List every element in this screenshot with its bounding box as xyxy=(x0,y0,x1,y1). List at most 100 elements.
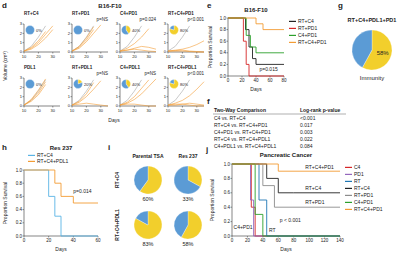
title: B16-F10 xyxy=(244,7,268,13)
growth-lines xyxy=(120,26,156,52)
y-tick-label: 0 xyxy=(164,49,167,54)
pie-slice xyxy=(174,211,188,237)
x-label: Days xyxy=(250,86,262,92)
y-tick xyxy=(167,42,169,43)
small-plot: C4+PD1p=0.024102030012340% xyxy=(116,11,157,59)
y-tick xyxy=(167,87,169,88)
y-tick xyxy=(119,78,121,79)
pie-slice xyxy=(26,80,35,89)
y-axis xyxy=(72,24,73,52)
plot-title: RT+C4 xyxy=(24,11,39,16)
pie-slice xyxy=(170,80,174,85)
pie-label: 40% xyxy=(132,28,140,33)
table-cell: 0.084 xyxy=(300,143,313,149)
plot-title: C4+PDL1 xyxy=(120,65,140,70)
y-axis xyxy=(228,18,229,76)
y-tick xyxy=(119,106,121,107)
growth-line xyxy=(168,51,204,53)
y-tick xyxy=(227,18,229,19)
legend-label: RT+C4+PD1 xyxy=(298,39,327,45)
table-cell: RT+C4 vs. RT+C4+PD1 xyxy=(214,122,268,128)
legend-swatch xyxy=(345,202,352,203)
x-tick-label: 60 xyxy=(95,238,101,243)
x-tick-label: 30 xyxy=(99,54,104,59)
y-tick-label: 3 xyxy=(164,75,167,80)
x-tick-label: 120 xyxy=(321,238,329,243)
curves xyxy=(228,18,284,76)
x-tick-label: 100 xyxy=(305,238,313,243)
legend-swatch xyxy=(345,188,352,189)
x-tick-label: 10 xyxy=(118,108,123,113)
legend-swatch xyxy=(28,161,35,162)
y-tick xyxy=(119,42,121,43)
survival-curve xyxy=(24,170,98,203)
table-header: Two-Way Comparison xyxy=(214,107,266,113)
x-tick-label: 30 xyxy=(51,108,56,113)
x-tick-label: 20 xyxy=(132,54,137,59)
y-tick xyxy=(227,64,229,65)
y-tick xyxy=(23,106,25,107)
y-tick-label: 2 xyxy=(68,85,71,90)
y-tick-label: 0.4 xyxy=(224,205,231,210)
p-value: p<0.001 xyxy=(188,71,205,76)
legend-label: RT+C4 xyxy=(354,185,370,191)
survival-curve xyxy=(24,170,98,236)
y-tick xyxy=(23,196,25,197)
legend-label: RT+C4+PDL1 xyxy=(37,158,69,164)
y-tick xyxy=(71,52,73,53)
pie-label: 83% xyxy=(142,241,153,247)
x-axis xyxy=(24,106,60,107)
y-tick xyxy=(231,164,233,165)
pie-label: 80% xyxy=(180,82,188,87)
y-tick-label: 3 xyxy=(20,75,23,80)
y-tick-label: 2 xyxy=(164,31,167,36)
pie-slice xyxy=(122,80,129,89)
table-cell: <0.001 xyxy=(300,115,316,121)
growth-line xyxy=(72,25,101,51)
table-cell: 0.003 xyxy=(300,129,313,135)
y-tick-label: 3 xyxy=(20,21,23,26)
y-tick-label: 2 xyxy=(68,31,71,36)
x-tick-label: 10 xyxy=(118,54,123,59)
y-tick xyxy=(119,52,121,53)
plot-title: RT+C4+PD1 xyxy=(168,11,194,16)
y-tick-label: 0.2 xyxy=(220,62,227,67)
growth-line xyxy=(24,80,46,105)
survival-curve xyxy=(232,164,340,207)
y-tick xyxy=(227,41,229,42)
growth-line xyxy=(24,79,46,105)
y-tick xyxy=(167,106,169,107)
survival-curve xyxy=(232,164,340,236)
y-tick-label: 0.4 xyxy=(16,207,23,212)
y-axis xyxy=(120,78,121,106)
y-tick xyxy=(23,209,25,210)
panel-letter: g xyxy=(338,1,343,10)
small-plot: RT+PD1p=NS10203001230% xyxy=(68,11,108,59)
column-header: Parental TSA xyxy=(132,153,164,159)
x-tick-label: 20 xyxy=(245,238,251,243)
pie-label: 20% xyxy=(84,82,92,87)
legend-swatch xyxy=(345,209,352,210)
x-tick-label: 30 xyxy=(195,54,200,59)
y-tick-label: 1 xyxy=(68,40,71,45)
y-tick xyxy=(23,222,25,223)
plot-title: RT+PD1 xyxy=(72,11,90,16)
x-tick-label: 10 xyxy=(166,108,171,113)
small-plot: PDL110203001230% xyxy=(20,65,60,113)
legend-swatch xyxy=(28,155,35,156)
growth-line xyxy=(168,41,204,51)
pie-slice xyxy=(73,80,82,89)
legend-swatch xyxy=(345,195,352,196)
pie-label: 33% xyxy=(182,196,193,202)
annotation: RT+PD1 xyxy=(305,199,324,205)
y-tick xyxy=(119,33,121,34)
pie-label: 58% xyxy=(182,241,193,247)
growth-line xyxy=(24,31,46,51)
small-plot: RT+C4+PD1p<0.001102030012380% xyxy=(164,11,205,59)
y-tick-label: 3 xyxy=(68,75,71,80)
panel-survival: hRes 23702040600.00.20.40.60.81.0DaysPro… xyxy=(2,143,101,252)
y-tick xyxy=(167,78,169,79)
y-tick-label: 0.6 xyxy=(220,39,227,44)
growth-line xyxy=(168,80,190,105)
title: Res 237 xyxy=(50,145,73,151)
